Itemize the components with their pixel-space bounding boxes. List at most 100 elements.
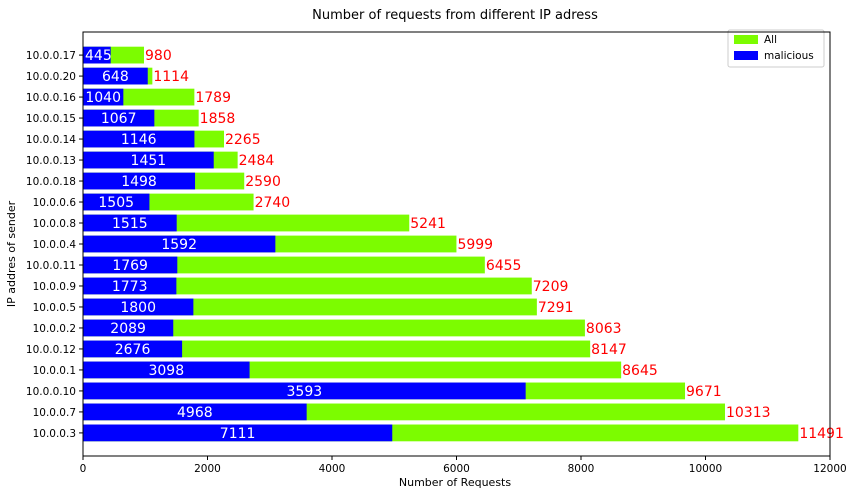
bar-malicious (83, 235, 276, 253)
x-axis: 0 2000 4000 6000 8000 10000 12000 (80, 456, 847, 475)
data-label-total: 7209 (533, 279, 569, 295)
bar-malicious (83, 151, 214, 169)
data-label-total: 7291 (538, 300, 574, 316)
data-label-total: 2590 (245, 174, 281, 190)
data-label-inner: 1505 (98, 195, 134, 211)
x-tick-label: 2000 (194, 463, 221, 475)
data-label-total: 1114 (153, 69, 189, 85)
data-label-total: 8063 (586, 321, 622, 337)
data-label-inner: 2089 (110, 321, 146, 337)
data-label-inner: 648 (102, 69, 129, 85)
y-tick-label: 10.0.0.17 (26, 50, 76, 62)
bar-malicious (83, 382, 526, 400)
bar-malicious (83, 67, 148, 85)
data-label-inner: 445 (85, 48, 112, 64)
x-tick-label: 12000 (813, 463, 846, 475)
bar-all (83, 277, 532, 295)
y-tick-label: 10.0.0.14 (26, 134, 76, 146)
x-tick-label: 0 (80, 463, 87, 475)
data-label-inner: 2676 (115, 342, 151, 358)
data-label-inner: 1040 (85, 90, 121, 106)
y-tick-label: 10.0.0.3 (33, 428, 76, 440)
bar-malicious (83, 88, 124, 106)
y-tick-label: 10.0.0.8 (33, 218, 76, 230)
data-label-total: 1858 (200, 111, 236, 127)
y-tick-label: 10.0.0.20 (26, 71, 76, 83)
bar-malicious (83, 403, 307, 421)
y-tick-label: 10.0.0.18 (26, 176, 76, 188)
bar-malicious (83, 424, 393, 442)
data-label-total: 2484 (239, 153, 275, 169)
bar-malicious (83, 256, 178, 274)
bar-malicious (83, 361, 250, 379)
y-tick-label: 10.0.0.5 (33, 302, 76, 314)
y-tick-label: 10.0.0.4 (33, 239, 77, 251)
bar-malicious (83, 46, 111, 64)
bar-malicious (83, 340, 183, 358)
bar-malicious (83, 193, 150, 211)
data-label-inner: 3098 (148, 363, 184, 379)
bar-all (83, 340, 591, 358)
y-tick-label: 10.0.0.15 (26, 113, 76, 125)
bar-malicious (83, 298, 194, 316)
bar-malicious (83, 277, 177, 295)
data-label-total: 2740 (255, 195, 291, 211)
data-label-inner: 1769 (112, 258, 148, 274)
data-label-total: 5241 (410, 216, 446, 232)
y-tick-label: 10.0.0.13 (26, 155, 76, 167)
data-label-total: 10313 (726, 405, 771, 421)
y-tick-label: 10.0.0.11 (26, 260, 76, 272)
bar-malicious (83, 172, 196, 190)
bar-malicious (83, 214, 177, 232)
y-tick-label: 10.0.0.10 (26, 386, 76, 398)
x-tick-label: 6000 (443, 463, 470, 475)
data-label-inner: 1451 (131, 153, 167, 169)
x-tick-label: 10000 (689, 463, 722, 475)
plot-area: 445 980 648 1114 1040 1789 1067 1858 1146 2265 145… (83, 46, 844, 442)
data-label-total: 1789 (195, 90, 231, 106)
data-label-inner: 4968 (177, 405, 213, 421)
data-label-inner: 1773 (112, 279, 148, 295)
y-tick-label: 10.0.0.2 (33, 323, 76, 335)
legend-entry-malicious: malicious (764, 50, 814, 62)
data-label-total: 6455 (486, 258, 522, 274)
data-label-total: 8645 (622, 363, 658, 379)
bar-all (83, 256, 485, 274)
y-tick-label: 10.0.0.9 (33, 281, 76, 293)
y-axis-label: IP addres of sender (5, 200, 18, 307)
data-label-inner: 1592 (161, 237, 197, 253)
plot-frame (82, 31, 831, 457)
y-axis: 10.0.0.17 10.0.0.20 10.0.0.16 10.0.0.15 10.0… (26, 50, 83, 440)
data-label-inner: 1067 (101, 111, 137, 127)
legend: All malicious (727, 29, 825, 68)
data-label-total: 9671 (686, 384, 722, 400)
bar-malicious (83, 319, 174, 337)
bar-all (83, 319, 585, 337)
y-tick-label: 10.0.0.7 (33, 407, 76, 419)
data-label-inner: 7111 (220, 426, 256, 442)
data-label-total: 2265 (225, 132, 261, 148)
legend-swatch-all (734, 35, 758, 44)
data-label-inner: 1498 (121, 174, 157, 190)
y-tick-label: 10.0.0.1 (33, 365, 76, 377)
legend-entry-all: All (764, 34, 777, 46)
legend-swatch-malicious (734, 51, 758, 60)
data-label-inner: 1800 (120, 300, 156, 316)
data-label-inner: 1515 (112, 216, 148, 232)
data-label-total: 11491 (799, 426, 844, 442)
x-tick-label: 4000 (319, 463, 346, 475)
y-tick-label: 10.0.0.12 (26, 344, 76, 356)
y-tick-label: 10.0.0.16 (26, 92, 76, 104)
data-label-inner: 1146 (121, 132, 157, 148)
bar-malicious (83, 109, 155, 127)
x-axis-label: Number of Requests (399, 476, 511, 489)
data-label-total: 8147 (591, 342, 627, 358)
data-label-inner: 3593 (287, 384, 323, 400)
x-tick-label: 8000 (568, 463, 595, 475)
y-tick-label: 10.0.0.6 (33, 197, 77, 209)
chart-title: Number of requests from different IP adr… (312, 8, 598, 23)
data-label-total: 5999 (457, 237, 493, 253)
bar-all (83, 298, 537, 316)
bar-malicious (83, 130, 195, 148)
